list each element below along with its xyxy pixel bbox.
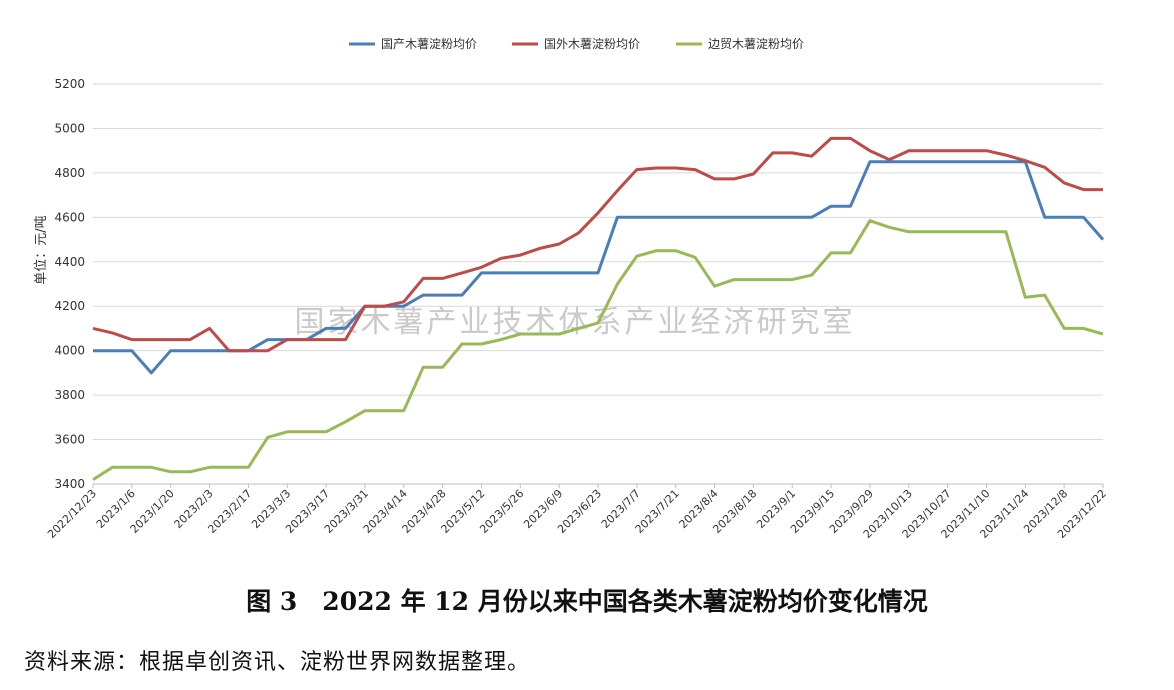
y-tick-label: 3400 [54,477,85,491]
y-tick-label: 4600 [54,210,85,224]
y-axis-label: 单位：元/吨 [34,215,49,284]
y-tick-label: 4000 [54,344,85,358]
y-axis-ticks: 3400 3600 3800 4000 4200 4400 4600 4800 5000 5200 [54,77,85,491]
x-tick-label: 2022/12/23 [45,487,99,541]
y-tick-label: 5200 [54,77,85,91]
legend-label: 边贸木薯淀粉均价 [708,37,804,51]
series-line-3 [92,219,1104,481]
legend: 国产木薯淀粉均价 国外木薯淀粉均价 边贸木薯淀粉均价 [349,37,804,51]
y-tick-label: 4400 [54,255,85,269]
y-tick-label: 4200 [54,299,85,313]
source-note: 资料来源：根据卓创资讯、淀粉世界网数据整理。 [24,650,531,675]
grid-lines [93,83,1103,441]
series-line-2 [92,136,1103,353]
y-tick-label: 3600 [54,433,85,447]
x-axis-ticks: 2022/12/232023/1/62023/1/202023/2/32023/… [45,484,1109,541]
y-tick-label: 3800 [54,388,85,402]
figure-caption: 图 3 2022 年 12 月份以来中国各类木薯淀粉均价变化情况 [246,587,928,616]
y-tick-label: 5000 [54,121,85,135]
y-tick-label: 4800 [54,166,85,180]
legend-label: 国外木薯淀粉均价 [544,37,640,51]
line-chart: 3400 3600 3800 4000 4200 4400 4600 4800 5000 5200… [34,37,1109,541]
legend-label: 国产木薯淀粉均价 [381,37,477,51]
series-line-1 [93,160,1105,375]
watermark-text: 国家木薯产业技术体系产业经济研究室 [295,305,856,340]
series-group [92,136,1105,481]
